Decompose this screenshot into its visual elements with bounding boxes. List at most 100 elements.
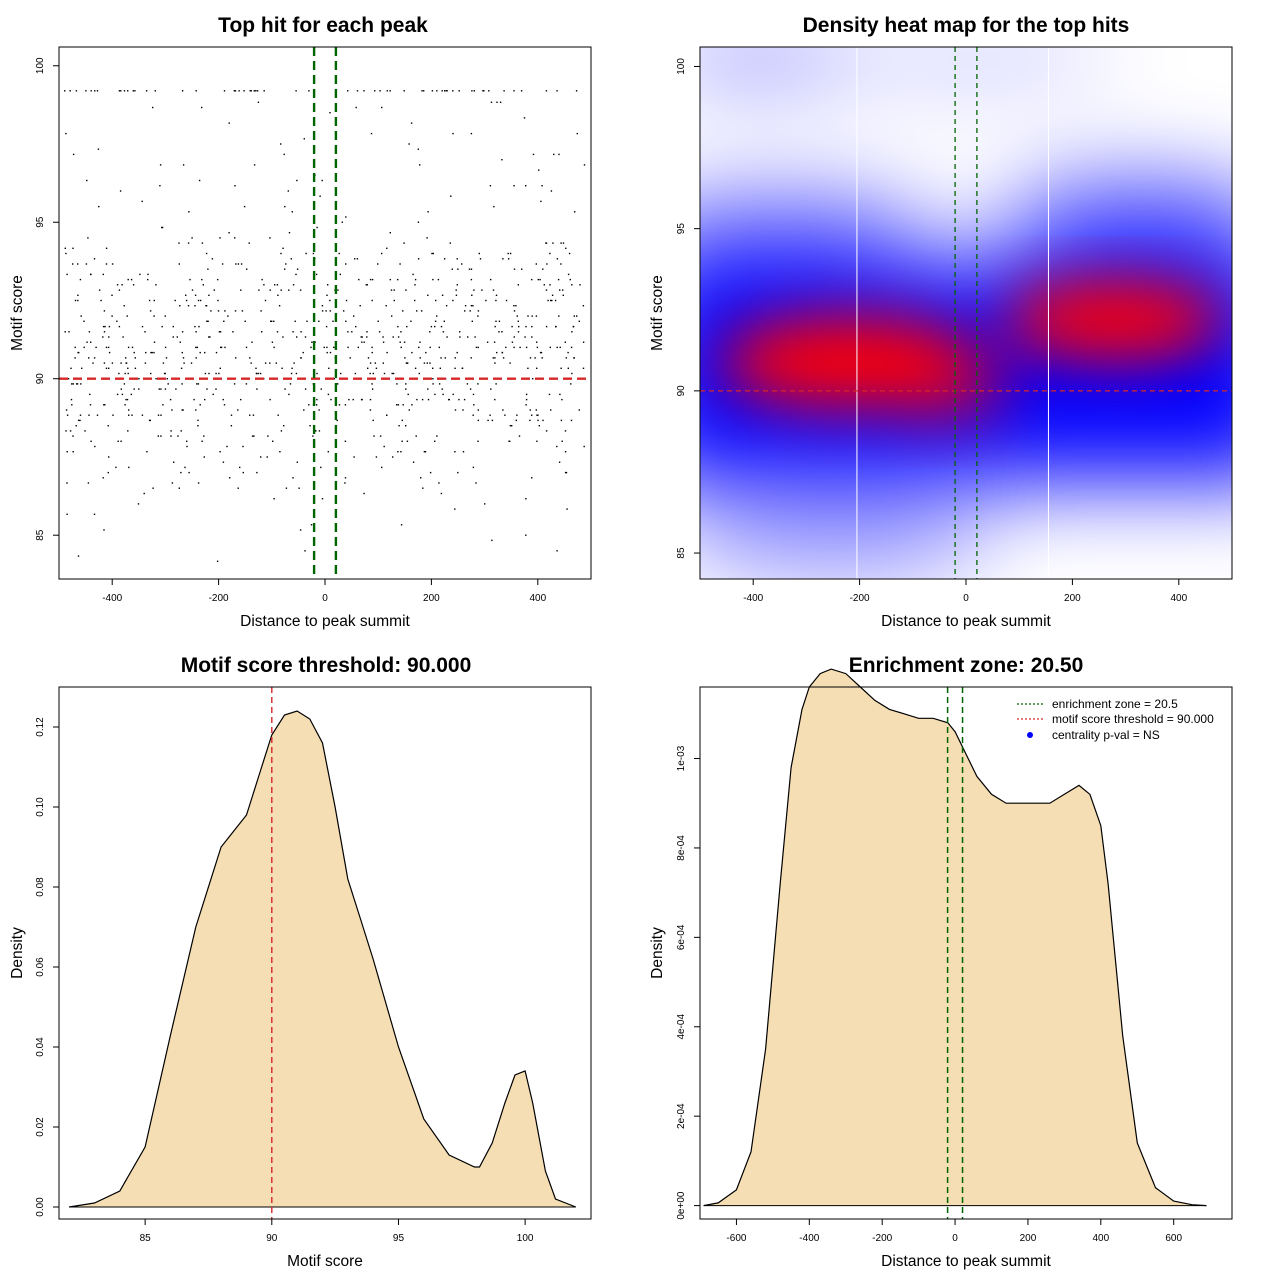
scatter-point [134, 357, 136, 359]
scatter-point [144, 331, 146, 333]
distance-density-x-tick-label: 200 [1020, 1233, 1037, 1244]
distance-density-panel: Enrichment zone: 20.50 -600 -400 -200 0 200 4… [649, 654, 1233, 1270]
scatter-point [116, 393, 119, 396]
scatter-point [147, 278, 149, 281]
scatter-point [415, 435, 417, 437]
scatter-point [90, 341, 92, 343]
scatter-point [304, 550, 306, 552]
scatter-point [130, 393, 132, 396]
scatter-point [102, 477, 104, 479]
scatter-point [386, 414, 388, 416]
scatter-point [573, 315, 575, 317]
scatter-point [556, 258, 559, 260]
scatter-point [509, 425, 512, 427]
scatter-point [223, 320, 225, 322]
scatter-point [240, 289, 242, 291]
scatter-point [310, 524, 313, 526]
scatter-point [462, 409, 464, 411]
scatter-point [495, 294, 498, 296]
scatter-point [249, 357, 251, 359]
scatter-point [445, 305, 448, 307]
scatter-point [103, 310, 106, 312]
scatter-point [282, 247, 284, 249]
scatter-point [218, 372, 220, 375]
scatter-point [458, 398, 460, 401]
scatter-point [537, 278, 539, 281]
scatter-point [417, 258, 420, 260]
scatter-point [316, 372, 318, 375]
scatter-point [478, 252, 480, 255]
scatter-point [105, 247, 108, 249]
scatter-point [400, 346, 402, 349]
heatmap-blue-lobe [1001, 182, 1232, 263]
scatter-point [405, 289, 407, 291]
score-density-title: Motif score threshold: 90.000 [181, 654, 472, 677]
scatter-point [234, 310, 237, 312]
scatter-point [199, 404, 201, 406]
scatter-point [261, 278, 263, 281]
scatter-point [354, 258, 356, 260]
scatter-point [172, 336, 174, 338]
distance-density-line [703, 668, 1207, 1207]
scatter-point [253, 90, 255, 92]
score-density-y-tick-label: 0.08 [35, 877, 46, 897]
scatter-point [292, 477, 294, 479]
scatter-point [251, 435, 254, 437]
scatter-point [120, 388, 122, 390]
scatter-point [219, 331, 222, 333]
legend-label-threshold: motif score threshold = 90.000 [1052, 712, 1214, 726]
scatter-point [507, 258, 510, 260]
scatter-point [180, 471, 182, 474]
scatter-point [532, 378, 534, 380]
scatter-point [134, 90, 136, 92]
scatter-point [195, 90, 197, 92]
scatter-point [570, 346, 573, 349]
scatter-point [361, 341, 363, 343]
scatter-point [197, 419, 199, 422]
scatter-point [288, 232, 291, 234]
scatter-point [548, 393, 551, 396]
scatter-point [111, 315, 113, 317]
scatter-point [85, 263, 88, 265]
scatter-point [107, 425, 109, 427]
scatter-point [454, 409, 457, 411]
scatter-point [326, 351, 328, 354]
scatter-point [513, 305, 515, 307]
scatter-point [186, 445, 188, 448]
scatter-point [152, 487, 154, 489]
scatter-point [220, 346, 222, 349]
scatter-point [287, 190, 289, 192]
scatter-point [263, 90, 265, 92]
scatter-point [326, 346, 328, 349]
distance-density-y-tick-label: 6e-04 [676, 924, 687, 950]
scatter-point [438, 383, 441, 385]
scatter-point [325, 310, 327, 312]
scatter-point [515, 305, 517, 307]
scatter-point [536, 341, 538, 343]
scatter-point [269, 289, 271, 291]
scatter-point [403, 90, 405, 92]
scatter-point [494, 357, 496, 359]
scatter-point [434, 320, 437, 322]
scatter-point [215, 351, 218, 354]
scatter-point [256, 90, 259, 92]
scatter-point [138, 388, 140, 390]
scatter-point [179, 341, 181, 343]
scatter-point [442, 393, 444, 396]
scatter-point [427, 211, 429, 213]
scatter-point [365, 284, 367, 286]
scatter-point [525, 498, 527, 500]
scatter-point [124, 372, 126, 375]
scatter-point [269, 362, 271, 364]
score-density-x-tick-label: 100 [517, 1233, 534, 1244]
scatter-point [179, 305, 181, 307]
scatter-point [582, 341, 585, 343]
heatmap-title: Density heat map for the top hits [803, 14, 1130, 37]
scatter-point [222, 398, 224, 401]
score-density-y-tick-label: 0.12 [35, 717, 46, 737]
scatter-point [501, 331, 503, 333]
scatter-point [157, 414, 160, 416]
scatter-point [188, 471, 190, 474]
scatter-point [144, 362, 147, 364]
scatter-point [212, 393, 214, 396]
